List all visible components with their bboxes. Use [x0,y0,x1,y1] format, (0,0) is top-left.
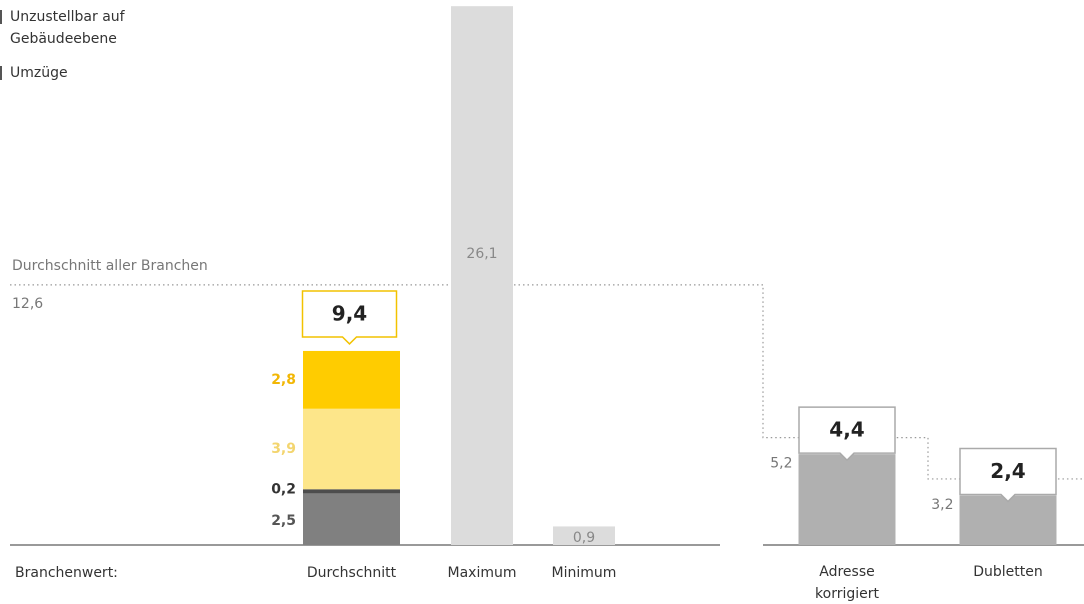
callout-box [798,406,896,462]
stack-segment [303,350,400,409]
callout-box [959,447,1057,503]
bar [959,495,1057,545]
group-label: Branchenwert: [15,565,118,581]
bar [553,526,615,545]
x-tick-label: Adresse korrigiert [815,564,879,602]
callout-box [301,290,398,346]
bar [798,454,896,545]
segment-label: 2,8 [271,372,296,388]
reference-value: 12,6 [12,296,43,312]
reference-line [10,284,1084,480]
reference-value: 3,2 [931,497,953,513]
callout-value: 2,4 [990,459,1025,483]
x-tick-label: Minimum [552,565,617,581]
segment-label: 3,9 [271,441,296,457]
bar [451,6,513,546]
callout-value: 4,4 [829,418,864,442]
stack-segment [303,408,400,490]
reference-label: Durchschnitt aller Branchen [12,258,208,274]
reference-value: 5,2 [770,456,792,472]
callout-value: 9,4 [332,301,367,325]
stack-segment [303,493,400,545]
x-tick-label: Dubletten [973,564,1043,580]
x-tick-label: Maximum [448,565,517,581]
legend-marker [0,10,2,24]
bar-value: 26,1 [466,246,497,262]
x-tick-label: Durchschnitt [307,565,397,581]
legend-marker [0,66,2,80]
legend-label: Unzustellbar auf Gebäudeebene [10,9,125,47]
bar-value: 0,9 [573,530,595,546]
segment-label: 0,2 [271,481,296,497]
segment-label: 2,5 [271,513,296,529]
legend-label: Umzüge [10,65,68,81]
stack-segment [303,489,400,494]
